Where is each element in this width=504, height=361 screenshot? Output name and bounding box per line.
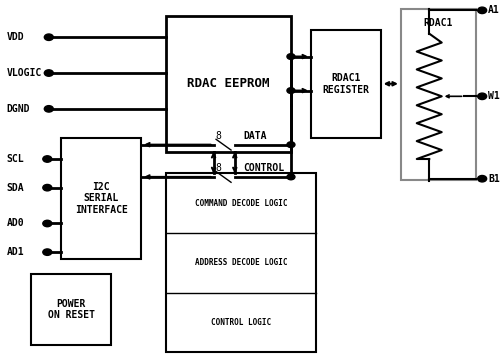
Text: VLOGIC: VLOGIC bbox=[7, 68, 42, 78]
Circle shape bbox=[43, 184, 52, 191]
Circle shape bbox=[287, 174, 295, 180]
Text: W1: W1 bbox=[488, 91, 500, 101]
Bar bbox=[311, 30, 381, 138]
Text: DGND: DGND bbox=[7, 104, 30, 114]
Text: SCL: SCL bbox=[7, 154, 24, 164]
Circle shape bbox=[478, 175, 487, 182]
Text: AD0: AD0 bbox=[7, 218, 24, 229]
Text: POWER
ON RESET: POWER ON RESET bbox=[48, 299, 95, 320]
Text: RDAC1
REGISTER: RDAC1 REGISTER bbox=[323, 73, 369, 95]
Text: DATA: DATA bbox=[243, 131, 267, 141]
Bar bbox=[166, 173, 316, 352]
Circle shape bbox=[287, 142, 295, 148]
Text: I2C
SERIAL
INTERFACE: I2C SERIAL INTERFACE bbox=[75, 182, 128, 215]
Text: 8: 8 bbox=[216, 163, 221, 173]
Text: B1: B1 bbox=[488, 174, 500, 184]
Text: COMMAND DECODE LOGIC: COMMAND DECODE LOGIC bbox=[195, 199, 287, 208]
Text: RDAC1: RDAC1 bbox=[423, 18, 453, 28]
Bar bbox=[31, 274, 111, 345]
Text: 8: 8 bbox=[216, 131, 221, 141]
Text: SDA: SDA bbox=[7, 183, 24, 193]
Circle shape bbox=[44, 70, 53, 76]
Circle shape bbox=[287, 54, 295, 60]
Text: AD1: AD1 bbox=[7, 247, 24, 257]
Bar bbox=[401, 9, 476, 180]
Text: CONTROL: CONTROL bbox=[243, 163, 285, 173]
Circle shape bbox=[44, 34, 53, 40]
Circle shape bbox=[287, 88, 295, 93]
Bar bbox=[61, 138, 141, 259]
Circle shape bbox=[478, 7, 487, 14]
Circle shape bbox=[43, 220, 52, 227]
Circle shape bbox=[43, 156, 52, 162]
Circle shape bbox=[43, 249, 52, 255]
Text: ADDRESS DECODE LOGIC: ADDRESS DECODE LOGIC bbox=[195, 258, 287, 268]
Bar bbox=[166, 16, 291, 152]
Text: VDD: VDD bbox=[7, 32, 24, 42]
Text: A1: A1 bbox=[488, 5, 500, 16]
Text: CONTROL LOGIC: CONTROL LOGIC bbox=[211, 318, 271, 327]
Circle shape bbox=[44, 106, 53, 112]
Text: RDAC EEPROM: RDAC EEPROM bbox=[187, 77, 270, 90]
Circle shape bbox=[478, 93, 487, 100]
